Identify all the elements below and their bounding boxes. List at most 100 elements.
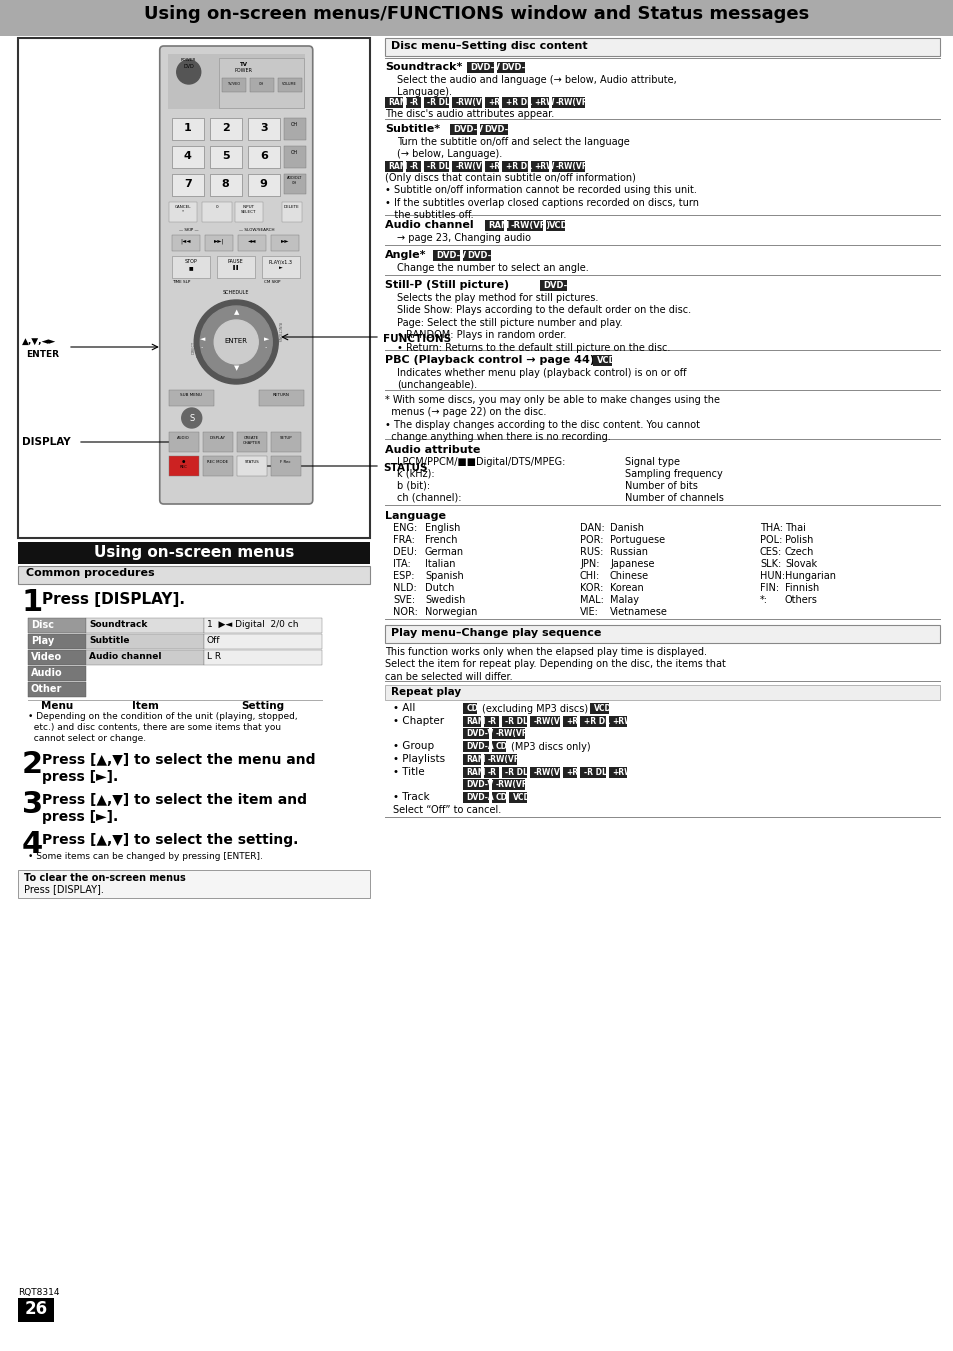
Text: NOR:: NOR: (393, 607, 417, 617)
Text: 8: 8 (222, 178, 230, 189)
Text: — SKIP —: — SKIP — (178, 228, 198, 232)
Bar (552, 97, 585, 108)
Bar (236, 432, 267, 453)
Bar (210, 146, 241, 168)
Bar (205, 235, 233, 251)
Text: DVD-V: DVD-V (436, 251, 466, 261)
Text: -R: -R (409, 162, 418, 170)
Bar (385, 161, 403, 172)
Text: (Only discs that contain subtitle on/off information)
• Subtitle on/off informat: (Only discs that contain subtitle on/off… (385, 173, 699, 220)
Text: SETUP: SETUP (279, 436, 292, 440)
Text: DVD: DVD (183, 63, 193, 69)
Text: DVD-V: DVD-V (470, 63, 500, 72)
Bar (531, 97, 549, 108)
Text: TV/VEO: TV/VEO (227, 82, 240, 86)
Text: RUS:: RUS: (579, 547, 602, 557)
Bar (491, 792, 506, 802)
Text: POR:: POR: (579, 535, 603, 544)
Text: LPCM/PPCM/■■Digital/DTS/MPEG:: LPCM/PPCM/■■Digital/DTS/MPEG: (396, 457, 565, 467)
Text: Repeat play: Repeat play (391, 688, 460, 697)
Bar (218, 58, 303, 108)
Text: PBC (Playback control → page 44): PBC (Playback control → page 44) (385, 355, 595, 365)
Circle shape (182, 408, 201, 428)
Text: -RW(V): -RW(V) (534, 717, 563, 725)
Text: Turn the subtitle on/off and select the language
(→ below, Language).: Turn the subtitle on/off and select the … (396, 136, 629, 159)
Bar (491, 780, 524, 789)
Text: +RW: +RW (534, 97, 555, 107)
Text: ENTER: ENTER (225, 338, 248, 345)
Text: 2: 2 (22, 750, 43, 780)
Text: Indicates whether menu play (playback control) is on or off
(unchangeable).: Indicates whether menu play (playback co… (396, 367, 686, 390)
Text: Press [DISPLAY].: Press [DISPLAY]. (42, 592, 185, 607)
Text: VCD: VCD (594, 704, 611, 713)
Text: VOLUME: VOLUME (282, 82, 296, 86)
Bar (423, 97, 449, 108)
Bar (450, 124, 476, 135)
Text: 26: 26 (25, 1300, 48, 1319)
Text: Press [▲,▼] to select the menu and
press [►].: Press [▲,▼] to select the menu and press… (42, 753, 315, 785)
Text: RAM: RAM (488, 222, 509, 230)
Text: → page 23, Changing audio: → page 23, Changing audio (396, 232, 531, 243)
Text: Audio channel: Audio channel (385, 220, 473, 230)
Text: Italian: Italian (424, 559, 455, 569)
Text: -R DL: -R DL (583, 767, 606, 777)
Text: CD: CD (466, 704, 478, 713)
Bar (480, 124, 507, 135)
Text: RQT8314: RQT8314 (18, 1288, 59, 1297)
Bar (385, 38, 939, 55)
Text: ▲,▼,◄►: ▲,▼,◄► (22, 336, 56, 346)
Text: Selects the play method for still pictures.
Slide Show: Plays according to the d: Selects the play method for still pictur… (396, 293, 690, 353)
Text: Soundtrack*: Soundtrack* (385, 62, 462, 72)
Text: INPUT
SELECT: INPUT SELECT (241, 205, 256, 213)
Text: SCHEDULE: SCHEDULE (223, 290, 250, 295)
Bar (281, 203, 301, 222)
Bar (271, 457, 300, 476)
Text: DVD-V: DVD-V (466, 728, 494, 738)
Text: DVD-A: DVD-A (483, 126, 514, 134)
Text: DAN:: DAN: (579, 523, 604, 534)
Bar (248, 146, 279, 168)
Text: PAUSE
❚❚: PAUSE ❚❚ (228, 259, 243, 270)
Bar (462, 703, 477, 713)
Bar (406, 97, 420, 108)
Bar (579, 716, 605, 727)
Bar (172, 255, 210, 278)
Text: +R DL: +R DL (583, 717, 609, 725)
Text: Norwegian: Norwegian (424, 607, 476, 617)
Text: • Group: • Group (393, 740, 434, 751)
Text: Other: Other (30, 684, 62, 694)
Text: DVD-V: DVD-V (466, 780, 494, 789)
Text: Chinese: Chinese (609, 571, 648, 581)
Text: Czech: Czech (784, 547, 814, 557)
Bar (28, 682, 86, 697)
Bar (248, 118, 279, 141)
Text: CES:: CES: (760, 547, 781, 557)
Text: DVD-A: DVD-A (543, 281, 574, 290)
Text: Slovak: Slovak (784, 559, 817, 569)
Text: SLK:: SLK: (760, 559, 781, 569)
Text: French: French (424, 535, 457, 544)
Text: VCD: VCD (596, 357, 616, 365)
Bar (590, 703, 608, 713)
Text: ch (channel):: ch (channel): (396, 493, 461, 503)
Bar (462, 767, 480, 778)
Bar (593, 355, 612, 366)
Text: Item: Item (132, 701, 158, 711)
Text: Thai: Thai (784, 523, 805, 534)
Text: (MP3 discs only): (MP3 discs only) (511, 742, 590, 753)
Text: DVD-A: DVD-A (466, 251, 497, 261)
Bar (552, 161, 585, 172)
Text: Using on-screen menus/FUNCTIONS window and Status messages: Using on-screen menus/FUNCTIONS window a… (144, 5, 809, 23)
Text: KOR:: KOR: (579, 584, 602, 593)
Bar (385, 626, 939, 643)
Text: Number of channels: Number of channels (624, 493, 723, 503)
Text: ►►|: ►►| (213, 238, 224, 243)
Bar (172, 174, 204, 196)
Circle shape (176, 59, 200, 84)
Text: Using on-screen menus: Using on-screen menus (93, 544, 294, 561)
Text: Video: Video (30, 653, 62, 662)
Text: |◄◄: |◄◄ (180, 238, 191, 243)
Bar (236, 457, 267, 476)
Text: TIME SLP: TIME SLP (172, 280, 190, 284)
Bar (210, 118, 241, 141)
